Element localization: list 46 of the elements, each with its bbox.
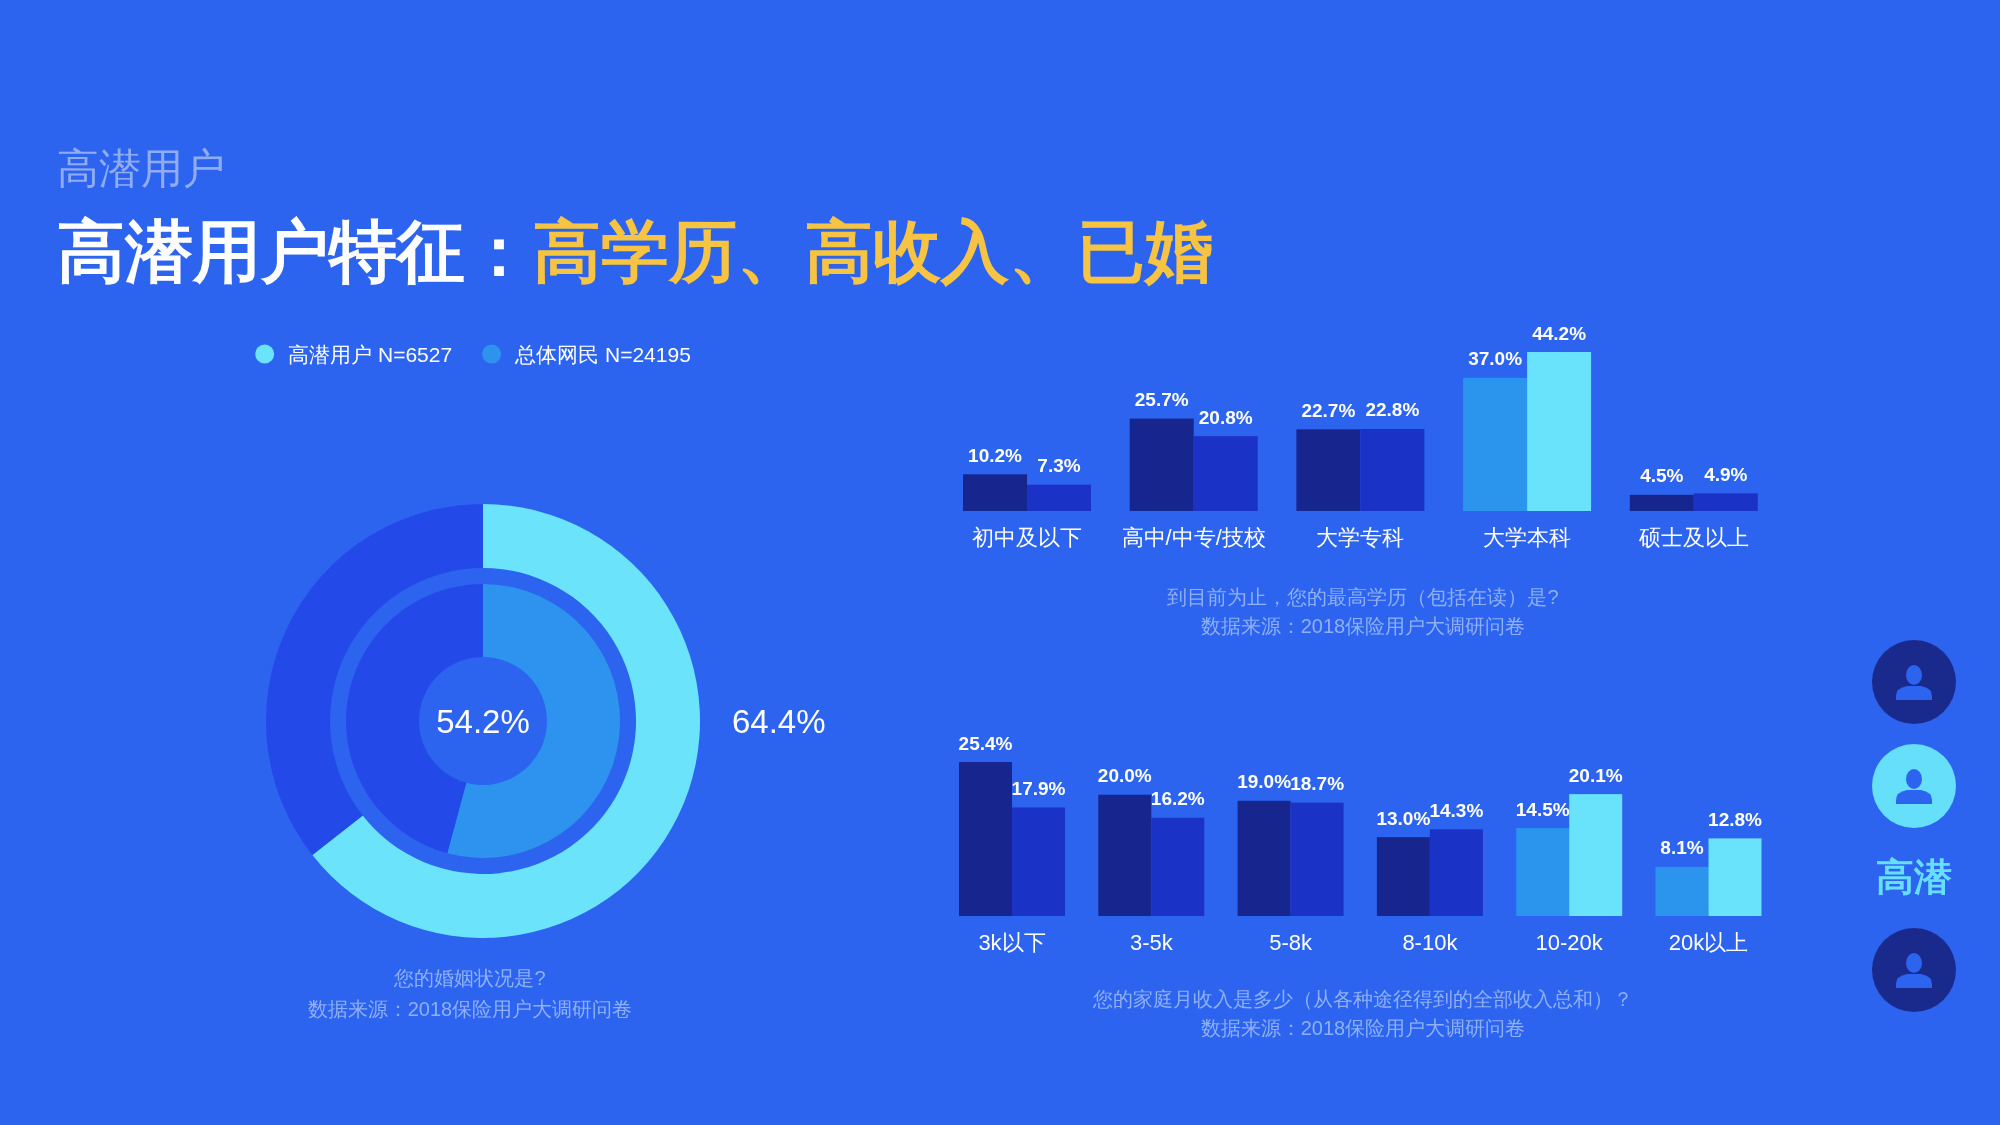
text: 您的婚姻状况是? [393,967,546,989]
data-label: 14.3% [1429,799,1484,821]
x-tick-label: 大学本科 [1483,524,1572,550]
text: 到目前为止，您的最高学历（包括在读）是? [1167,586,1559,608]
text: 您的家庭月收入是多少（从各种途径得到的全部收入总和）？ [1092,988,1633,1010]
data-label: 20.0% [1097,765,1152,787]
data-label: 25.7% [1134,389,1189,411]
data-label: 22.8% [1365,399,1420,421]
x-tick-label: 8-10k [1402,929,1459,955]
data-label: 10.2% [968,444,1023,466]
data-label: 44.2% [1532,322,1587,344]
data-label: 14.5% [1515,798,1570,820]
data-label: 4.9% [1704,463,1748,485]
data-label: 37.0% [1468,348,1523,370]
data-label: 64.4% [732,702,826,740]
data-label: 8.1% [1660,837,1704,859]
source-note: 数据来源：2018保险用户大调研问卷 [1200,615,1526,637]
x-tick-label: 大学专科 [1316,524,1405,550]
data-label: 7.3% [1037,455,1081,477]
source-note: 数据来源：2018保险用户大调研问卷 [307,998,633,1020]
data-label: 20.1% [1568,764,1623,786]
x-tick-label: 10-20k [1535,929,1604,955]
source-note: 数据来源：2018保险用户大调研问卷 [1200,1017,1526,1039]
x-tick-label: 高中/中专/技校 [1121,524,1266,550]
legend-label: 总体网民 N=24195 [514,342,691,366]
data-label: 13.0% [1376,807,1431,829]
data-label: 12.8% [1708,808,1763,830]
data-label: 19.0% [1237,771,1292,793]
data-label: 20.8% [1198,406,1253,428]
x-tick-label: 硕士及以上 [1637,524,1749,550]
data-label: 18.7% [1290,773,1345,795]
data-label: 4.5% [1640,465,1684,487]
text: 高潜 [1876,856,1952,898]
x-tick-label: 初中及以下 [972,524,1082,550]
data-label: 16.2% [1150,788,1205,810]
data-label: 17.9% [1011,777,1066,799]
x-tick-label: 20k以上 [1668,929,1749,955]
data-label: 25.4% [958,732,1013,754]
chart-title: 高潜用户特征：高学历、高收入、已婚 [57,213,1213,289]
data-label: 22.7% [1301,399,1356,421]
x-tick-label: 3k以下 [978,929,1046,955]
chart-subtitle: 高潜用户 [57,144,225,192]
legend-label: 高潜用户 N=6527 [288,342,453,366]
x-tick-label: 3-5k [1129,929,1174,955]
data-label: 54.2% [436,702,530,740]
x-tick-label: 5-8k [1269,929,1313,955]
